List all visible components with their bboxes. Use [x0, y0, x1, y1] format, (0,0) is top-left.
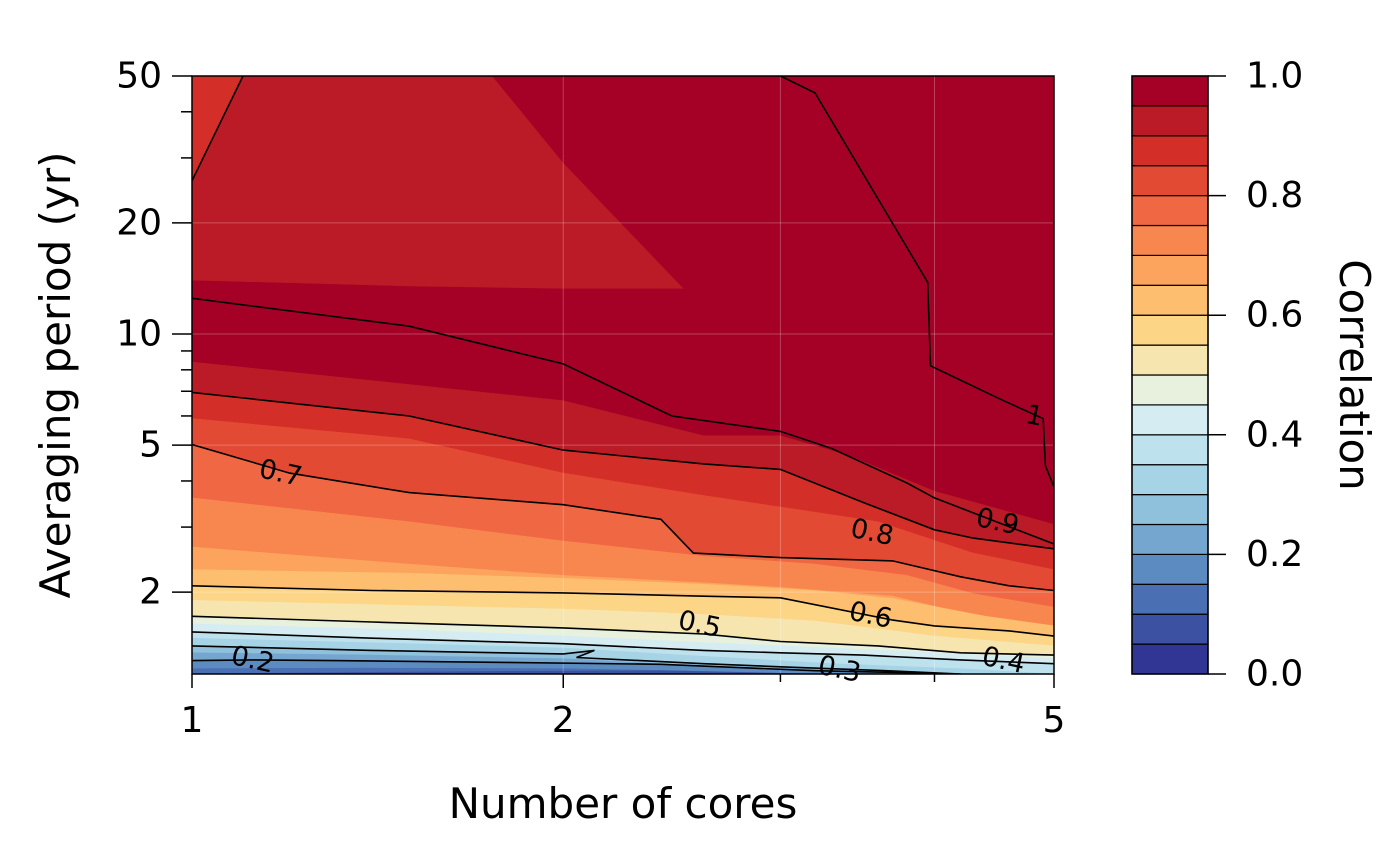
- colorbar-band: [1131, 494, 1209, 526]
- contour-fills: [192, 76, 1054, 674]
- colorbar-tick-label: 0.2: [1246, 534, 1303, 575]
- colorbar-tick-label: 0.0: [1246, 654, 1303, 695]
- colorbar-tick-label: 0.8: [1246, 175, 1303, 216]
- contour-line: [192, 585, 1054, 637]
- contour-line: [192, 645, 961, 674]
- colorbar-band: [1131, 165, 1209, 197]
- contour-line: [192, 615, 1054, 656]
- colorbar-band: [1131, 523, 1209, 555]
- contour-line: [192, 631, 1054, 665]
- y-tick-label: 20: [116, 202, 162, 243]
- colorbar-tick-label: 0.6: [1246, 295, 1303, 336]
- colorbar-band: [1131, 105, 1209, 137]
- colorbar-band: [1131, 434, 1209, 466]
- y-axis: 2 5 10 20 50: [116, 56, 192, 613]
- colorbar-tick-label: 1.0: [1246, 56, 1303, 97]
- contour-lines: [192, 76, 1054, 674]
- colorbar-band: [1131, 314, 1209, 346]
- contour-line: [192, 391, 1054, 550]
- colorbar-tick-label: 0.4: [1246, 414, 1303, 455]
- colorbar-band: [1131, 75, 1209, 107]
- colorbar-band: [1131, 284, 1209, 316]
- colorbar-band: [1131, 374, 1209, 406]
- contour-label: 1: [1023, 399, 1046, 433]
- x-axis: 1 2 5: [181, 674, 1066, 741]
- colorbar-band: [1131, 195, 1209, 227]
- y-axis-title: Averaging period (yr): [31, 152, 80, 599]
- grid-lines: [192, 76, 1054, 674]
- fill-band: [192, 670, 816, 674]
- colorbar-band: [1131, 643, 1209, 675]
- contour-line: [192, 297, 1054, 545]
- y-tick-label: 5: [139, 425, 162, 466]
- y-tick-label: 10: [116, 314, 162, 355]
- x-tick-label: 5: [1043, 700, 1066, 741]
- colorbar-band: [1131, 613, 1209, 645]
- colorbar-band: [1131, 583, 1209, 615]
- contour-line: [192, 76, 1054, 488]
- colorbar-band: [1131, 135, 1209, 167]
- colorbar-band: [1131, 553, 1209, 585]
- contour-line: [192, 659, 935, 674]
- plot-frame: [191, 75, 1055, 675]
- x-axis-title: Number of cores: [449, 779, 798, 828]
- x-tick-label: 2: [552, 700, 575, 741]
- colorbar-band: [1131, 404, 1209, 436]
- contour-line: [192, 443, 1054, 592]
- colorbar-frame: [1131, 75, 1209, 675]
- colorbar-band: [1131, 224, 1209, 256]
- colorbar: 0.0 0.2 0.4 0.6 0.8 1.0: [1131, 56, 1303, 695]
- colorbar-band: [1131, 254, 1209, 286]
- x-tick-label: 1: [181, 700, 204, 741]
- colorbar-band: [1131, 344, 1209, 376]
- colorbar-title: Correlation: [1330, 259, 1379, 491]
- y-tick-label: 50: [116, 56, 162, 97]
- y-tick-label: 2: [139, 572, 162, 613]
- colorbar-band: [1131, 464, 1209, 496]
